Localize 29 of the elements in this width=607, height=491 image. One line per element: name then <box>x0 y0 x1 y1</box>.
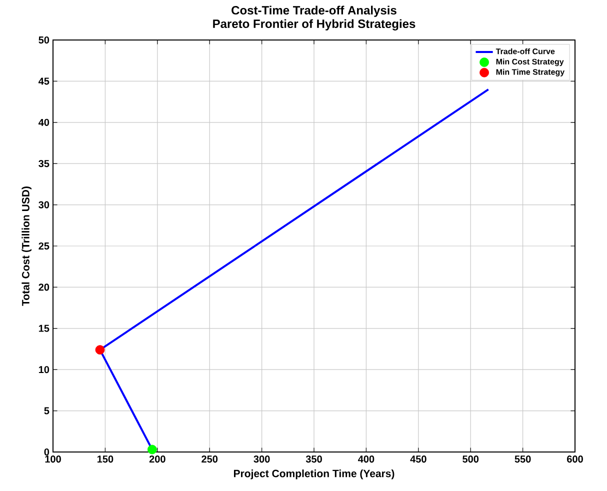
y-tick-label: 15 <box>38 324 50 332</box>
x-tick-label: 250 <box>202 456 218 463</box>
y-tick-label: 20 <box>38 284 50 291</box>
x-tick-label: 550 <box>514 456 531 463</box>
legend-label: Min Time Strategy <box>496 68 565 76</box>
y-tick-label: 10 <box>38 366 50 374</box>
x-tick-label: 100 <box>45 456 61 463</box>
y-tick-label: 0 <box>44 448 50 456</box>
x-axis-title: Project Completion Time (Years) <box>234 469 394 480</box>
x-tick-label: 200 <box>149 456 166 463</box>
legend-label: Trade-off Curve <box>496 48 555 54</box>
x-tick-label: 500 <box>462 456 479 463</box>
y-tick-label: 40 <box>38 118 50 126</box>
y-axis-title: Total Cost (Trillion USD) <box>22 186 32 306</box>
y-tick-label: 45 <box>38 78 50 85</box>
x-tick-label: 400 <box>358 456 374 463</box>
y-tick-label: 50 <box>38 36 50 44</box>
x-tick-label: 150 <box>97 456 114 463</box>
x-tick-label: 350 <box>306 456 322 463</box>
y-tick-label: 25 <box>38 242 50 250</box>
y-tick-label: 35 <box>38 160 50 168</box>
x-tick-label: 600 <box>567 456 583 463</box>
x-tick-label: 300 <box>254 456 270 463</box>
legend-label: Min Cost Strategy <box>496 58 564 66</box>
chart-title: Cost-Time Trade-off Analysis <box>232 6 396 17</box>
y-tick-label: 5 <box>44 407 50 414</box>
chart-subtitle: Pareto Frontier of Hybrid Strategies <box>213 19 416 30</box>
x-tick-label: 450 <box>410 456 426 463</box>
y-tick-label: 30 <box>38 201 50 208</box>
